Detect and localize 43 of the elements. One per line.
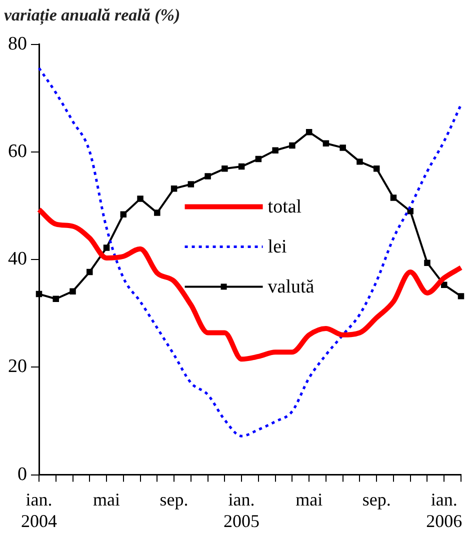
point bbox=[36, 290, 42, 298]
point bbox=[390, 194, 397, 201]
point bbox=[222, 166, 228, 172]
legend-label: total bbox=[268, 196, 302, 218]
y-tick-label: 40 bbox=[8, 248, 27, 270]
point bbox=[188, 181, 194, 188]
x-tick-label: ian. 2006 bbox=[426, 489, 462, 531]
point bbox=[289, 142, 296, 149]
point bbox=[86, 268, 93, 276]
y-axis-title: variație anuală reală (%) bbox=[4, 6, 180, 26]
line-series bbox=[38, 66, 462, 438]
x-tick-label: mai bbox=[296, 489, 323, 510]
point bbox=[458, 293, 464, 300]
x-tick-label: ian. 2005 bbox=[224, 489, 260, 531]
point bbox=[272, 147, 278, 154]
point bbox=[120, 211, 127, 218]
point bbox=[137, 196, 144, 202]
point bbox=[204, 173, 211, 180]
x-tick-label: sep. bbox=[362, 489, 391, 510]
y-tick-label: 80 bbox=[8, 33, 27, 54]
x-tick-label: sep. bbox=[160, 489, 188, 510]
point bbox=[154, 210, 160, 216]
point bbox=[52, 296, 59, 302]
point bbox=[356, 158, 363, 165]
y-tick-label: 20 bbox=[8, 356, 27, 378]
point bbox=[103, 244, 110, 251]
point bbox=[322, 140, 330, 147]
legend-label: valută bbox=[268, 276, 315, 298]
point bbox=[340, 144, 346, 151]
y-tick-label: 0 bbox=[18, 464, 27, 485]
point bbox=[238, 163, 245, 170]
point bbox=[441, 282, 448, 288]
point bbox=[255, 156, 262, 162]
point bbox=[373, 166, 380, 172]
point bbox=[170, 185, 178, 192]
legend-label: lei bbox=[268, 236, 287, 258]
x-tick-label: ian. 2004 bbox=[21, 489, 57, 531]
point bbox=[70, 288, 76, 294]
point bbox=[424, 260, 430, 266]
y-tick-label: 60 bbox=[8, 140, 27, 162]
point bbox=[407, 208, 414, 214]
point bbox=[306, 128, 312, 136]
x-tick-label: mai bbox=[93, 489, 120, 510]
